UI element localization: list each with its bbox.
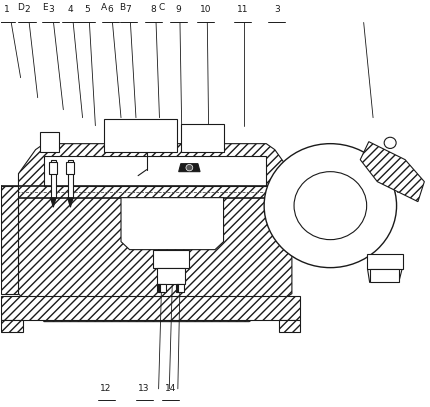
Text: 14: 14: [164, 384, 176, 393]
Bar: [104, 119, 177, 152]
Bar: [157, 284, 160, 293]
Text: 3: 3: [274, 5, 280, 15]
Bar: [49, 162, 57, 174]
Text: 9: 9: [176, 5, 181, 15]
Text: D: D: [18, 3, 25, 12]
Text: 8: 8: [150, 5, 157, 15]
Text: 11: 11: [237, 5, 249, 15]
Text: 13: 13: [138, 384, 150, 393]
Bar: [176, 284, 178, 293]
Polygon shape: [18, 144, 292, 322]
Polygon shape: [1, 295, 301, 319]
Polygon shape: [121, 198, 224, 249]
Bar: [370, 269, 399, 282]
Circle shape: [294, 172, 367, 240]
Polygon shape: [50, 198, 56, 207]
Text: 10: 10: [200, 5, 212, 15]
Bar: [153, 249, 189, 268]
Polygon shape: [68, 198, 73, 207]
Text: 6: 6: [108, 5, 113, 15]
Text: 1: 1: [4, 5, 10, 15]
Bar: [68, 160, 73, 198]
Text: A: A: [101, 3, 108, 12]
Polygon shape: [279, 319, 301, 332]
Circle shape: [186, 164, 193, 171]
Bar: [40, 132, 59, 152]
Bar: [367, 254, 403, 269]
Polygon shape: [360, 142, 424, 201]
Polygon shape: [179, 164, 200, 172]
Text: 12: 12: [100, 384, 112, 393]
Text: 4: 4: [68, 5, 74, 15]
Text: C: C: [158, 3, 164, 12]
Text: B: B: [119, 3, 126, 12]
Circle shape: [264, 144, 396, 268]
Text: E: E: [43, 3, 48, 12]
Text: 2: 2: [24, 5, 30, 15]
Polygon shape: [1, 319, 23, 332]
Text: 5: 5: [84, 5, 90, 15]
Bar: [177, 284, 184, 293]
Bar: [181, 124, 224, 152]
Text: 3: 3: [48, 5, 54, 15]
Circle shape: [384, 137, 396, 149]
Bar: [50, 160, 56, 198]
Text: 7: 7: [126, 5, 131, 15]
Bar: [66, 162, 74, 174]
Bar: [157, 268, 185, 284]
Bar: [159, 284, 166, 293]
Polygon shape: [44, 155, 266, 186]
Polygon shape: [1, 186, 18, 293]
